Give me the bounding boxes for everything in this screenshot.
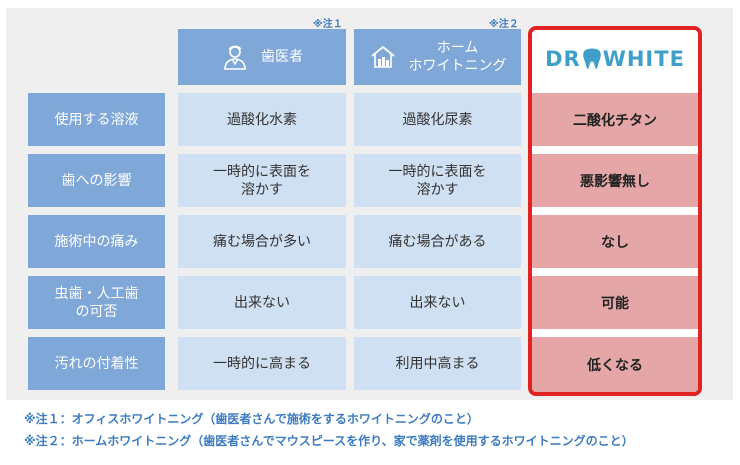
drwhite-column-highlight: DR WHITE 二酸化チタン 悪影響無し なし 可能 低くなる (528, 26, 702, 396)
row-label-pain: 施術中の痛み (28, 215, 165, 268)
drwhite-logo: DR WHITE (532, 30, 698, 88)
note-2-tag: ※注２ (489, 19, 519, 30)
footnote-2: ※注２：ホームホワイトニング（歯医者さんでマウスピースを作り、家で薬剤を使用する… (24, 434, 634, 448)
header-dentist: 歯医者 (178, 29, 346, 85)
header-dentist-label: 歯医者 (261, 49, 303, 65)
house-icon (370, 45, 395, 68)
home-cavity-cell: 出来ない (354, 276, 521, 329)
row-label-solution: 使用する溶液 (28, 93, 165, 146)
dentist-icon (224, 45, 246, 70)
header-home-whitening: ホーム ホワイトニング (354, 29, 521, 85)
footnote-1: ※注１：オフィスホワイトニング（歯医者さんで施術をするホワイトニングのこと） (24, 412, 479, 426)
home-pain-cell: 痛む場合がある (354, 215, 521, 268)
drwhite-solution-cell: 二酸化チタン (532, 93, 698, 146)
note-1-tag: ※注１ (313, 19, 343, 30)
home-tooth-effect-cell: 一時的に表面を 溶かす (354, 154, 521, 207)
home-stain-cell: 利用中高まる (354, 337, 521, 390)
drwhite-pain-cell: なし (532, 215, 698, 268)
drwhite-logo-prefix: DR (545, 47, 581, 71)
dentist-tooth-effect-cell: 一時的に表面を 溶かす (178, 154, 346, 207)
dentist-solution-cell: 過酸化水素 (178, 93, 346, 146)
row-label-cavity-artificial-tooth: 虫歯・人工歯 の可否 (28, 276, 165, 329)
drwhite-cavity-cell: 可能 (532, 276, 698, 329)
drwhite-logo-suffix: WHITE (602, 47, 685, 71)
header-home-whitening-label: ホーム ホワイトニング (408, 40, 507, 74)
dentist-cavity-cell: 出来ない (178, 276, 346, 329)
home-solution-cell: 過酸化尿素 (354, 93, 521, 146)
dentist-pain-cell: 痛む場合が多い (178, 215, 346, 268)
row-label-tooth-effect: 歯への影響 (28, 154, 165, 207)
drwhite-tooth-effect-cell: 悪影響無し (532, 154, 698, 207)
tooth-icon (582, 48, 601, 69)
dentist-stain-cell: 一時的に高まる (178, 337, 346, 390)
row-label-stain-adhesion: 汚れの付着性 (28, 337, 165, 390)
drwhite-stain-cell: 低くなる (532, 337, 698, 392)
